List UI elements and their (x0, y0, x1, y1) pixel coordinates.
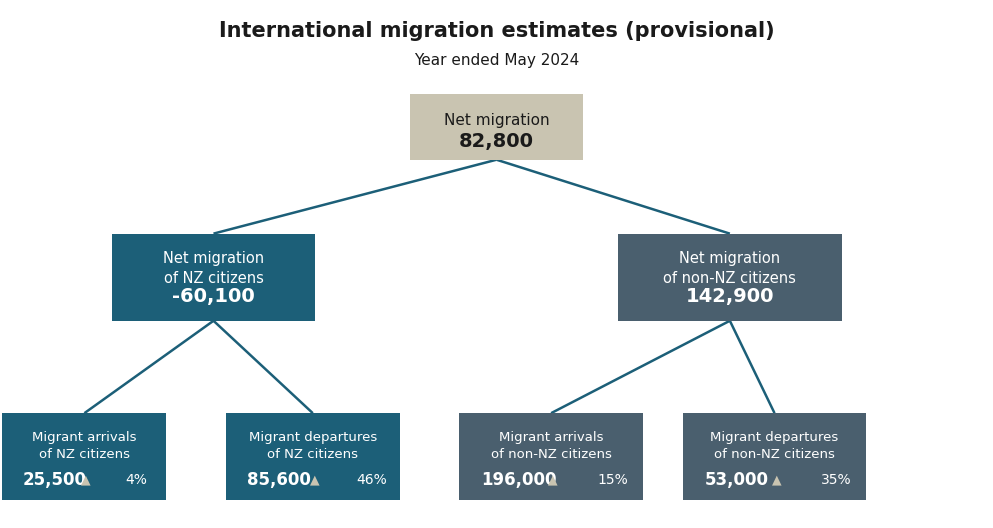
FancyBboxPatch shape (459, 413, 643, 501)
Text: -60,100: -60,100 (172, 287, 255, 306)
Text: ▲: ▲ (772, 474, 781, 487)
FancyBboxPatch shape (226, 413, 399, 501)
FancyBboxPatch shape (618, 233, 841, 321)
Text: ▲: ▲ (310, 474, 320, 487)
Text: Migrant departures
of NZ citizens: Migrant departures of NZ citizens (248, 431, 377, 461)
Text: Migrant departures
of non-NZ citizens: Migrant departures of non-NZ citizens (710, 431, 839, 461)
FancyBboxPatch shape (683, 413, 866, 501)
Text: 53,000: 53,000 (705, 472, 769, 489)
Text: Migrant arrivals
of non-NZ citizens: Migrant arrivals of non-NZ citizens (491, 431, 612, 461)
FancyBboxPatch shape (409, 93, 583, 159)
Text: 142,900: 142,900 (685, 287, 775, 306)
Text: 35%: 35% (820, 473, 851, 487)
Text: Net migration
of NZ citizens: Net migration of NZ citizens (163, 251, 264, 286)
Text: 196,000: 196,000 (482, 472, 557, 489)
Text: 85,600: 85,600 (246, 472, 311, 489)
Text: Migrant arrivals
of NZ citizens: Migrant arrivals of NZ citizens (32, 431, 137, 461)
Text: 15%: 15% (597, 473, 628, 487)
Text: ▲: ▲ (548, 474, 558, 487)
Text: ▲: ▲ (81, 474, 90, 487)
Text: 4%: 4% (125, 473, 147, 487)
FancyBboxPatch shape (111, 233, 316, 321)
Text: Year ended May 2024: Year ended May 2024 (414, 53, 579, 68)
Text: 25,500: 25,500 (22, 472, 86, 489)
Text: 82,800: 82,800 (459, 132, 534, 150)
Text: 46%: 46% (356, 473, 387, 487)
FancyBboxPatch shape (3, 413, 167, 501)
Text: Net migration: Net migration (444, 112, 549, 128)
Text: Net migration
of non-NZ citizens: Net migration of non-NZ citizens (663, 251, 796, 286)
Text: International migration estimates (provisional): International migration estimates (provi… (218, 21, 775, 41)
